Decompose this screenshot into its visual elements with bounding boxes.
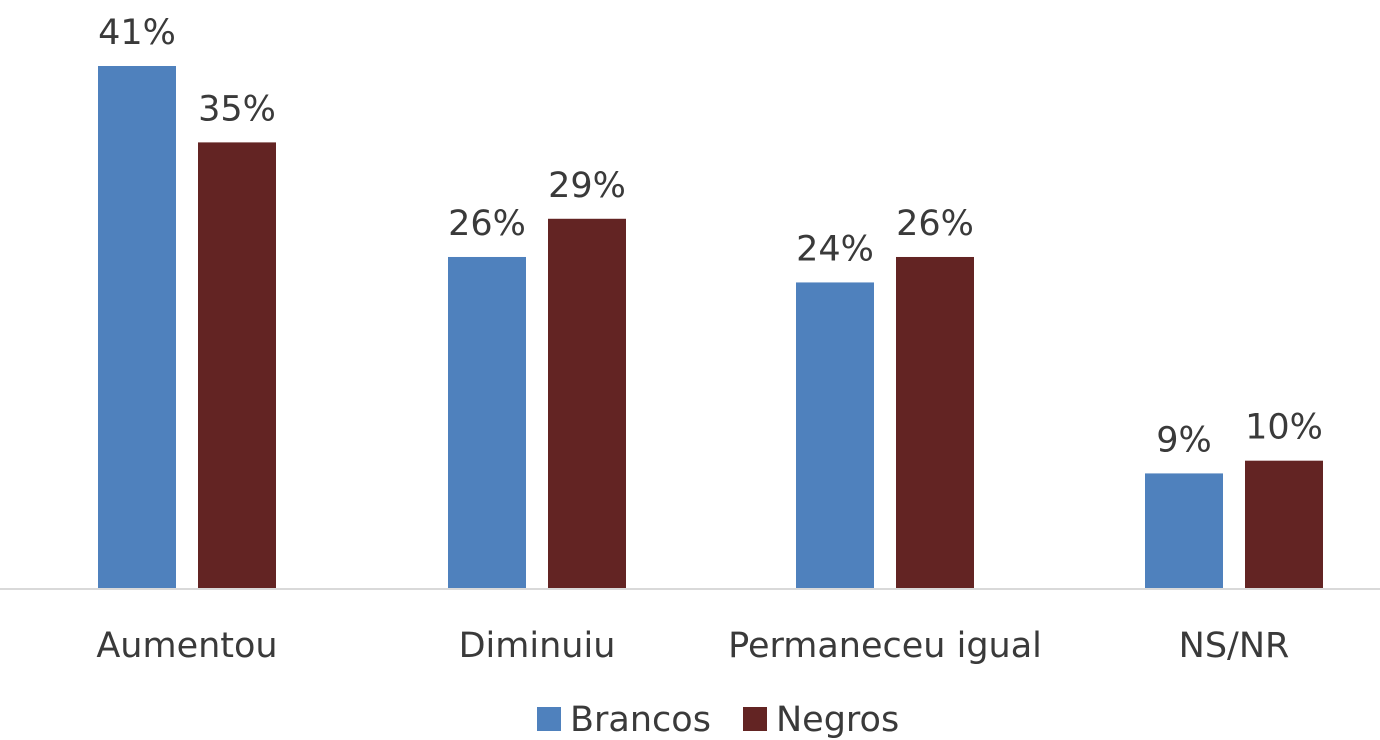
data-label-brancos-permaneceu-igual: 24%	[796, 229, 874, 269]
data-label-brancos-diminuiu: 26%	[448, 204, 526, 244]
legend-label-negros: Negros	[776, 700, 899, 740]
bar-brancos-aumentou	[98, 66, 176, 588]
data-label-negros-ns-nr: 10%	[1245, 408, 1323, 448]
x-axis-labels: Aumentou Diminuiu Permaneceu igual NS/NR	[96, 626, 1289, 666]
data-label-negros-permaneceu-igual: 26%	[896, 204, 974, 244]
bar-brancos-ns-nr	[1145, 473, 1223, 588]
x-label-permaneceu-igual: Permaneceu igual	[728, 626, 1042, 666]
bar-negros-permaneceu-igual	[896, 256, 974, 588]
data-label-negros-diminuiu: 29%	[548, 166, 626, 206]
bar-negros-diminuiu	[548, 218, 626, 588]
data-label-negros-aumentou: 35%	[198, 89, 276, 129]
bar-brancos-diminuiu	[448, 256, 526, 588]
x-label-ns-nr: NS/NR	[1179, 626, 1290, 666]
legend-swatch-brancos	[537, 707, 561, 731]
legend-label-brancos: Brancos	[570, 700, 711, 740]
legend-swatch-negros	[743, 707, 767, 731]
bar-negros-ns-nr	[1245, 460, 1323, 588]
bar-negros-aumentou	[198, 142, 276, 588]
data-labels-group: 41% 35% 26% 29% 24% 26% 9% 10%	[98, 13, 1323, 460]
bar-brancos-permaneceu-igual	[796, 282, 874, 588]
x-label-diminuiu: Diminuiu	[459, 626, 616, 666]
data-label-brancos-aumentou: 41%	[98, 13, 176, 53]
bars-group	[98, 66, 1323, 588]
data-label-brancos-ns-nr: 9%	[1156, 420, 1212, 460]
legend: Brancos Negros	[537, 700, 899, 740]
x-label-aumentou: Aumentou	[96, 626, 277, 666]
